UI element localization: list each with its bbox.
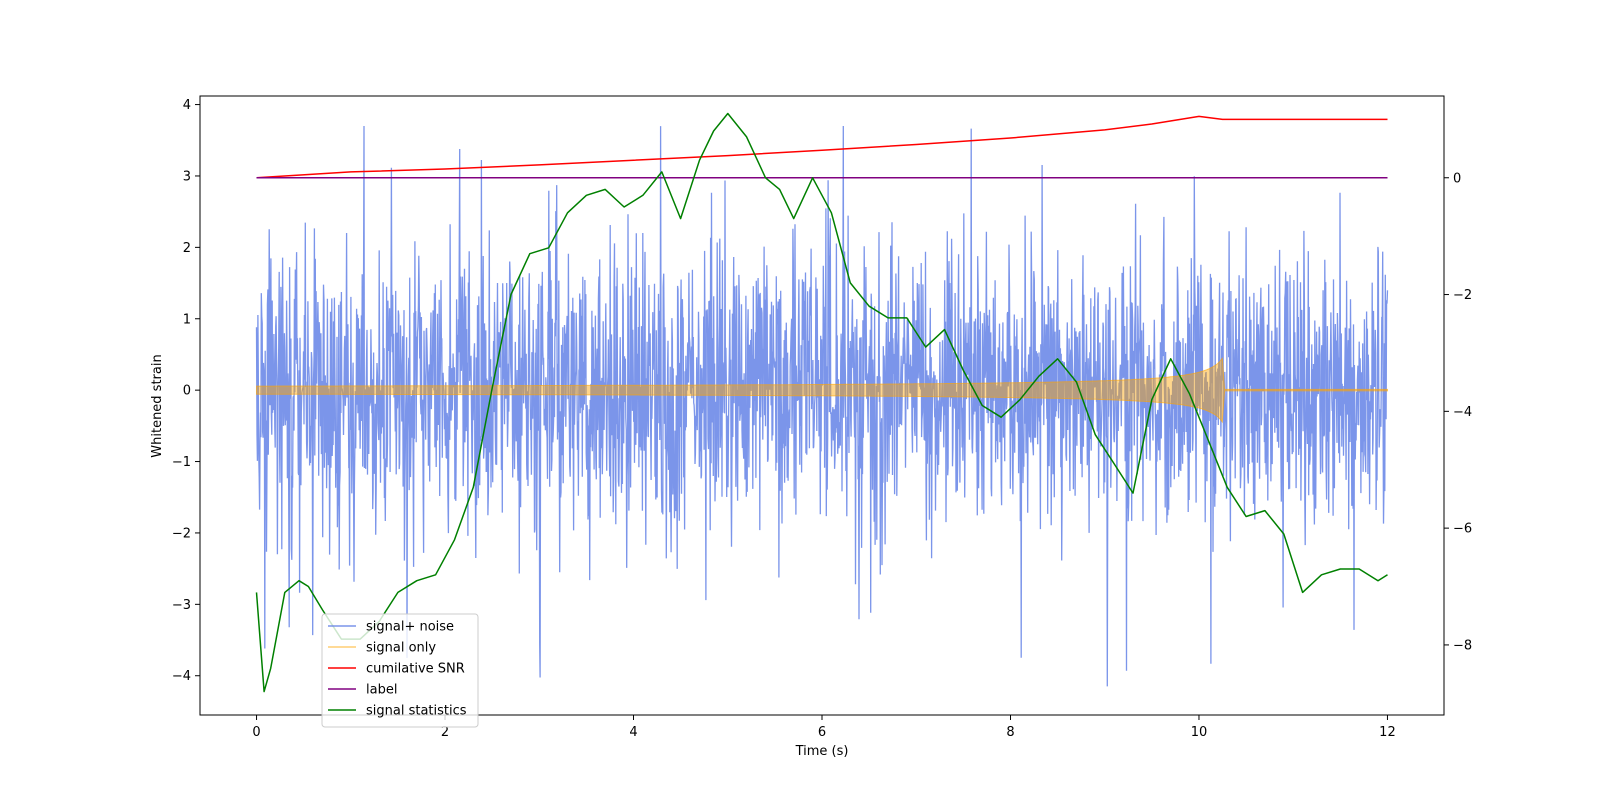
x-tick-label: 6 [818, 725, 826, 740]
y2-tick-label: 0 [1453, 171, 1461, 186]
series-cumilative-snr [256, 115, 1388, 179]
series-signal-noise [255, 125, 1389, 687]
y-tick-label: 4 [183, 98, 191, 113]
series-signal-statistics [255, 112, 1388, 693]
legend-box [321, 613, 479, 728]
y-tick-label: −3 [172, 598, 191, 613]
y-axis-label: Whitened strain [150, 354, 165, 457]
y-tick-label: −1 [172, 455, 191, 470]
x-tick-label: 8 [1006, 725, 1014, 740]
y-tick-label: −4 [172, 669, 191, 684]
legend-label: signal statistics [366, 704, 467, 719]
x-tick-label: 12 [1379, 725, 1396, 740]
y2-tick-label: −6 [1453, 522, 1472, 537]
y-tick-label: 3 [183, 169, 191, 184]
y-tick-label: 1 [183, 312, 191, 327]
y-tick-label: −2 [172, 526, 191, 541]
x-tick-label: 10 [1191, 725, 1208, 740]
legend-label: signal+ noise [366, 620, 454, 635]
y-tick-label: 2 [183, 241, 191, 256]
legend-label: cumilative SNR [366, 662, 465, 677]
y2-tick-label: −4 [1453, 405, 1472, 420]
y-tick-label: 0 [183, 384, 191, 399]
x-tick-label: 2 [441, 725, 449, 740]
legend-label: signal only [366, 641, 436, 656]
x-axis-label: Time (s) [795, 744, 849, 759]
x-tick-label: 0 [252, 725, 260, 740]
x-tick-label: 4 [629, 725, 637, 740]
y2-tick-label: −8 [1453, 638, 1472, 653]
series-signal-only [256, 356, 1388, 424]
legend-label: label [366, 683, 397, 698]
y2-tick-label: −2 [1453, 288, 1472, 303]
legend: signal+ noise signal only cumilative SNR la… [321, 613, 479, 728]
